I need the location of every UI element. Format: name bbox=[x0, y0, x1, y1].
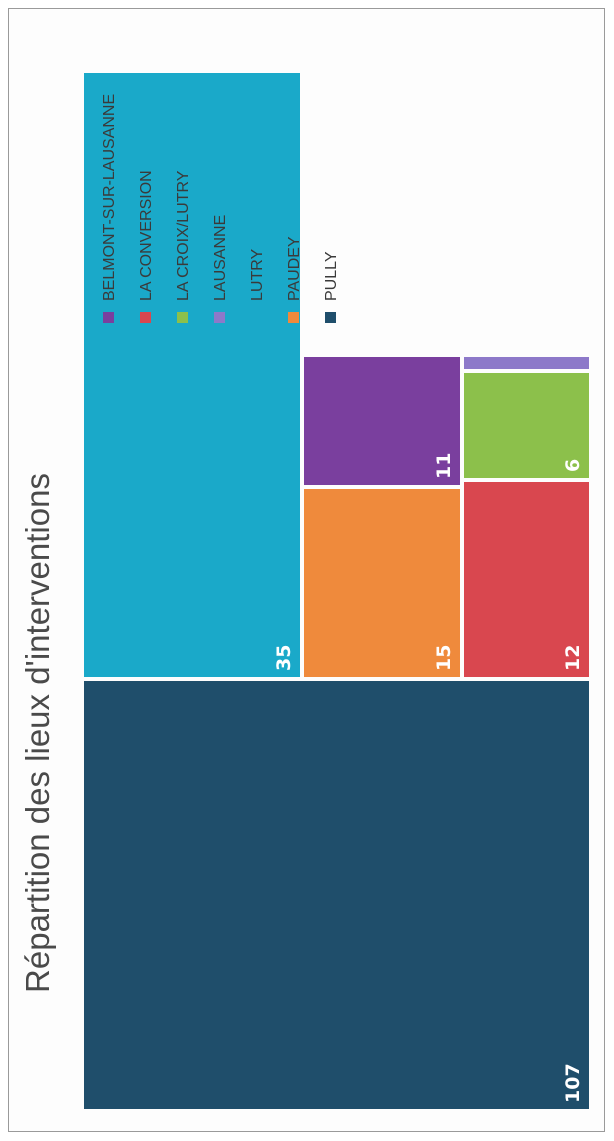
treemap-tiles: 107 35 15 11 12 6 bbox=[84, 73, 589, 1109]
legend-swatch-lausanne bbox=[214, 312, 225, 323]
legend-swatch-paudey bbox=[288, 312, 299, 323]
legend-label-belmont-sur-lausanne: BELMONT-SUR-LAUSANNE bbox=[101, 94, 118, 301]
legend-swatch-lutry bbox=[251, 312, 262, 323]
treemap-tile-la-conversion bbox=[464, 482, 589, 677]
treemap-tile-la-croix-lutry bbox=[464, 373, 589, 478]
tile-value-label-paudey: 15 bbox=[433, 645, 455, 671]
treemap-tile-lutry bbox=[84, 73, 300, 677]
chart-canvas: Répartition des lieux d'interventions 10… bbox=[9, 9, 606, 1133]
legend-label-pully: PULLY bbox=[323, 251, 340, 301]
legend-label-la-conversion: LA CONVERSION bbox=[138, 170, 155, 301]
legend-label-lutry: LUTRY bbox=[249, 249, 266, 301]
treemap-tile-pully bbox=[84, 681, 589, 1109]
legend-swatch-la-conversion bbox=[140, 312, 151, 323]
legend-swatch-la-croix-lutry bbox=[177, 312, 188, 323]
chart-title: Répartition des lieux d'interventions bbox=[19, 473, 56, 993]
legend-swatch-belmont-sur-lausanne bbox=[103, 312, 114, 323]
chart-frame: Répartition des lieux d'interventions 10… bbox=[8, 8, 605, 1132]
tile-value-label-la-croix-lutry: 6 bbox=[562, 459, 584, 472]
tile-value-label-pully: 107 bbox=[562, 1063, 584, 1103]
tile-value-label-lutry: 35 bbox=[273, 645, 295, 671]
treemap-tile-belmont-sur-lausanne bbox=[304, 357, 460, 485]
tile-value-label-la-conversion: 12 bbox=[562, 645, 584, 671]
treemap-tile-lausanne bbox=[464, 357, 589, 369]
legend-swatch-pully bbox=[325, 312, 336, 323]
treemap-tile-paudey bbox=[304, 489, 460, 677]
legend-label-paudey: PAUDEY bbox=[286, 236, 303, 301]
treemap-chart: Répartition des lieux d'interventions 10… bbox=[19, 73, 589, 1109]
legend-label-la-croix-lutry: LA CROIX/LUTRY bbox=[175, 170, 192, 301]
chart-legend: BELMONT-SUR-LAUSANNE LA CONVERSION LA CROI… bbox=[101, 94, 340, 323]
legend-label-lausanne: LAUSANNE bbox=[212, 215, 229, 301]
tile-value-label-belmont-sur-lausanne: 11 bbox=[433, 453, 455, 479]
